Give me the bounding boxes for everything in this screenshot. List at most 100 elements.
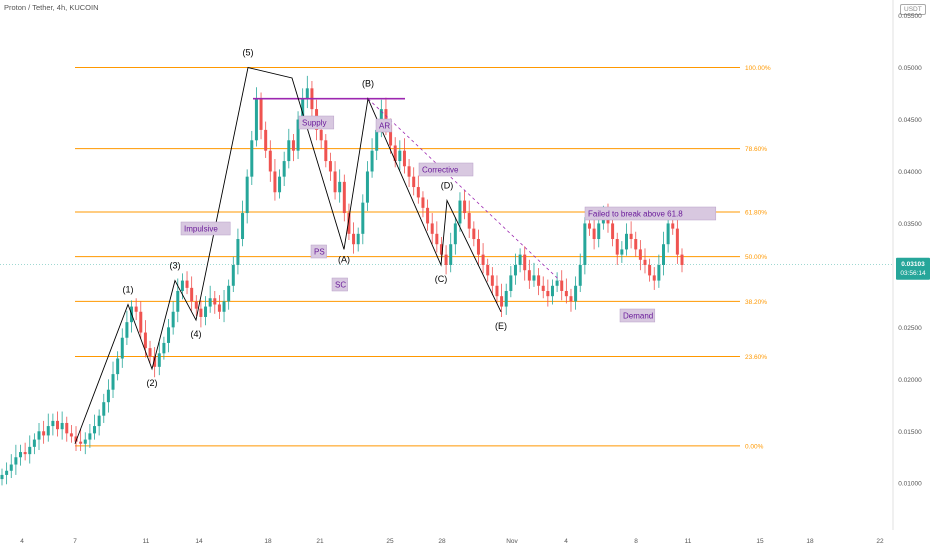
price-tag-value: 0.03103 [901,261,925,268]
x-tick-label: 21 [316,538,324,545]
candle-body [116,358,120,375]
candle-body [657,265,661,281]
y-tick-label: 0.01500 [898,429,922,436]
candle-body [412,176,416,188]
candle-body [523,254,527,271]
candle-body [486,265,490,276]
candle-body [143,332,147,349]
x-tick-label: 11 [685,538,692,545]
candle-body [578,265,582,286]
candle-body [208,298,212,307]
candle-body [449,244,453,265]
y-tick-label: 0.02000 [898,377,922,384]
candle-body [638,249,642,260]
candle-body [370,150,374,172]
annotation-box [418,162,474,177]
candle-body [592,228,596,240]
candle-body [5,470,9,475]
candle-body [268,150,272,172]
candle-body [278,176,282,193]
annotation-box [180,221,231,236]
currency-badge[interactable]: USDT [900,4,926,15]
candle-body [416,187,420,198]
candle-body [453,223,457,245]
wave-lines: (1) (2) (3) (4) (5) (A) (B) (C) (D) (E) [74,48,561,444]
candle-body [504,290,508,307]
candle-body [555,280,559,286]
annotation-text: SC [335,281,346,290]
candle-body [264,129,268,151]
price-tag-box [896,257,930,280]
y-tick-label: 0.03500 [898,221,922,228]
x-tick-label: 22 [876,538,884,545]
candle-body [32,439,36,447]
candle-body [537,275,541,286]
candle-body [550,285,554,297]
candle-body [56,420,60,430]
candle-body [153,356,157,367]
candle-body [643,259,647,265]
candle-body [23,452,27,455]
x-tick-label: 25 [386,538,394,545]
candle-body [259,98,263,130]
wave-label: (3) [170,261,181,271]
candle-body [291,140,295,151]
candle-body [671,223,675,229]
candle-body [500,296,504,307]
annotation-box [375,118,392,133]
candle-body [393,145,397,162]
y-tick-label: 0.05500 [898,13,922,20]
candle-body [629,233,633,240]
candle-body [463,200,467,214]
x-tick-label: Nov [506,538,518,545]
candle-body [287,140,291,162]
fib-label: 78.60% [745,146,767,153]
candle-body [652,275,656,281]
wave-label: (4) [191,329,202,339]
wave-path [74,67,502,444]
candle-body [398,150,402,162]
candle-body [458,200,462,224]
fib-label: 38.20% [745,299,767,306]
candle-body [490,275,494,286]
trend-line [367,98,561,281]
candle-body [9,464,13,471]
fib-label: 61.80% [745,210,767,217]
candle-body [407,166,411,177]
candle-body [139,311,143,333]
wave-label: (2) [147,378,158,388]
wave-label: (D) [441,181,454,191]
candle-body [611,223,615,240]
annotation-text: PS [314,248,325,257]
wave-label: (E) [495,321,507,331]
annotation-box [619,308,656,323]
candle-body [527,270,531,281]
candle-body [245,176,249,214]
candle-body [199,308,203,317]
x-tick-label: 8 [634,538,638,545]
candle-body [342,181,346,214]
annotation-box [331,277,348,292]
x-tick-label: 18 [264,538,272,545]
candle-body [51,420,55,427]
candle-body [518,254,522,265]
candle-body [624,233,628,250]
fib-label: 23.60% [745,354,767,361]
candle-body [185,280,189,288]
candle-body [430,223,434,234]
candle-body [250,140,254,177]
x-tick-label: 18 [806,538,814,545]
candle-body [648,265,652,276]
candle-body [324,140,328,162]
candle-body [495,285,499,297]
x-tick-label: 11 [143,538,150,545]
candle-body [93,426,97,434]
candle-body [190,287,194,302]
wave-label: (1) [123,284,134,294]
y-tick-label: 0.05000 [898,65,922,72]
candle-body [675,228,679,255]
candle-body [541,285,545,291]
candle-body [46,426,50,436]
candle-body [574,285,578,302]
